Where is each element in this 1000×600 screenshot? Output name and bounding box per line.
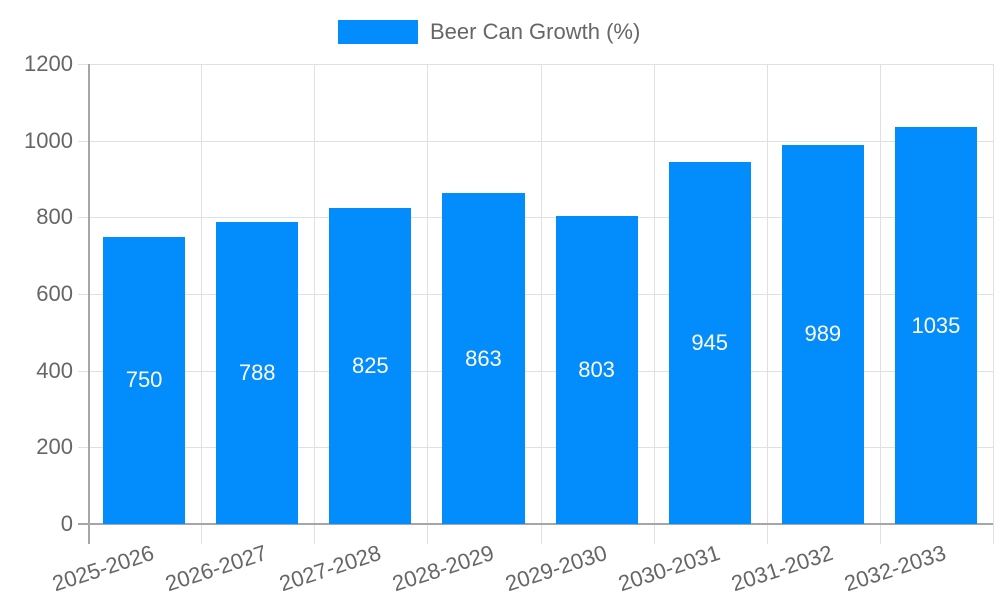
y-tick-label: 1000 (24, 127, 73, 153)
y-tick-label: 600 (36, 281, 73, 306)
x-tick-label: 2026-2027 (162, 540, 271, 597)
x-tick-label: 2030-2031 (615, 540, 723, 597)
y-tick-label: 800 (36, 204, 73, 230)
x-axis (78, 523, 993, 525)
bar-value-label: 750 (125, 367, 163, 393)
x-tick-label: 2032-2033 (841, 540, 950, 597)
y-gridline (78, 447, 993, 449)
x-gridline (201, 64, 203, 544)
bar-value-label: 803 (578, 357, 615, 383)
bar-value-label: 989 (804, 321, 842, 347)
bar-value-label: 945 (691, 329, 729, 355)
x-gridline (314, 64, 316, 544)
y-axis (88, 64, 90, 544)
bar[interactable]: 1035 (894, 127, 977, 524)
x-gridline (427, 64, 429, 544)
bar-value-label: 863 (465, 345, 502, 371)
y-gridline (78, 217, 993, 219)
y-gridline (78, 64, 993, 65)
x-gridline (879, 64, 881, 544)
bar[interactable]: 989 (781, 144, 864, 524)
bar[interactable]: 825 (329, 207, 412, 524)
bar[interactable]: 788 (216, 221, 299, 524)
chart-legend[interactable]: Beer Can Growth (%) (338, 18, 640, 46)
bar[interactable]: 945 (668, 161, 751, 524)
y-tick-label: 1200 (24, 51, 73, 76)
x-tick-label: 2027-2028 (275, 540, 384, 597)
y-tick-label: 200 (36, 434, 73, 460)
y-gridline (78, 370, 993, 372)
bar[interactable]: 803 (555, 216, 638, 524)
plot-area: 0 200 400 600 800 1000 1200 750 2025-2026 788 2026… (24, 51, 994, 596)
bar-value-label: 825 (351, 352, 389, 378)
x-gridline (766, 64, 768, 544)
x-gridline (993, 64, 994, 544)
x-tick-label: 2029-2030 (501, 540, 610, 597)
x-gridline (653, 64, 655, 544)
x-tick-label: 2028-2029 (388, 540, 497, 597)
y-gridline (78, 140, 993, 142)
legend-label: Beer Can Growth (%) (430, 19, 641, 44)
bar[interactable]: 750 (103, 236, 186, 524)
bar-value-label: 1035 (911, 312, 961, 338)
legend-swatch (338, 20, 418, 44)
y-tick-label: 400 (36, 357, 73, 383)
x-gridline (540, 64, 542, 544)
y-tick-label: 0 (60, 511, 73, 536)
bar[interactable]: 863 (442, 193, 525, 524)
x-tick-label: 2025-2026 (49, 540, 158, 597)
y-gridline (78, 294, 993, 295)
bar-value-label: 788 (238, 359, 276, 385)
x-tick-label: 2031-2032 (728, 540, 837, 597)
